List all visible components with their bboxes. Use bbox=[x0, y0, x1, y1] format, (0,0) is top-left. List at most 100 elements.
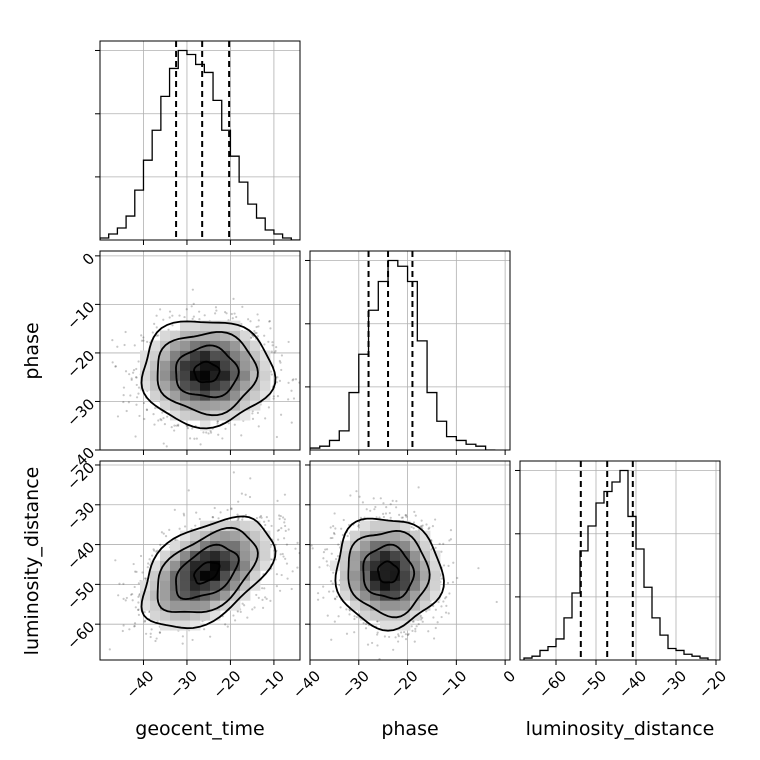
density-cell bbox=[150, 610, 161, 621]
density-cell bbox=[260, 380, 271, 391]
sample-point bbox=[451, 581, 455, 584]
sample-point bbox=[233, 312, 236, 315]
sample-point bbox=[173, 457, 175, 459]
sample-point bbox=[163, 423, 166, 426]
sample-point bbox=[209, 431, 213, 434]
sample-point bbox=[270, 350, 273, 353]
sample-point bbox=[279, 514, 282, 518]
density-cell bbox=[150, 370, 161, 381]
sample-point bbox=[276, 395, 280, 398]
sample-point bbox=[148, 610, 151, 614]
sample-point bbox=[257, 319, 260, 322]
density-cell bbox=[250, 350, 261, 361]
density-cell bbox=[180, 550, 191, 561]
sample-point bbox=[414, 627, 417, 630]
sample-point bbox=[244, 513, 248, 517]
sample-point bbox=[181, 635, 184, 638]
sample-point bbox=[224, 623, 227, 626]
x-tick-label-geocent_time: −30 bbox=[166, 667, 201, 702]
density-cell bbox=[230, 580, 241, 591]
sample-point bbox=[348, 613, 351, 616]
sample-point bbox=[153, 322, 156, 325]
sample-point bbox=[227, 422, 230, 425]
sample-point bbox=[255, 593, 258, 597]
sample-point bbox=[362, 622, 365, 625]
sample-point bbox=[272, 395, 275, 398]
density-cell bbox=[220, 320, 231, 331]
density-cell bbox=[220, 590, 231, 601]
density-geocent_time-luminosity_distance bbox=[100, 461, 300, 660]
sample-point bbox=[425, 523, 428, 526]
density-cell bbox=[170, 340, 181, 351]
sample-point bbox=[199, 443, 202, 446]
sample-point bbox=[410, 525, 413, 529]
sample-point bbox=[237, 500, 240, 503]
sample-point bbox=[170, 426, 173, 429]
sample-point bbox=[142, 401, 146, 405]
sample-point bbox=[249, 320, 252, 323]
panel-frame bbox=[99, 460, 301, 661]
density-cell bbox=[180, 320, 191, 331]
sample-point bbox=[280, 368, 283, 372]
sample-point bbox=[116, 345, 119, 348]
sample-point bbox=[249, 477, 252, 480]
sample-point bbox=[173, 424, 176, 427]
density-cell bbox=[230, 530, 241, 541]
sample-point bbox=[285, 543, 289, 546]
sample-point bbox=[183, 525, 187, 528]
density-cell bbox=[240, 540, 251, 551]
sample-point bbox=[374, 505, 377, 509]
sample-point bbox=[135, 396, 139, 399]
sample-point bbox=[201, 620, 204, 623]
sample-point bbox=[281, 552, 284, 556]
sample-point bbox=[375, 516, 378, 519]
sample-point bbox=[280, 354, 284, 357]
density-cell bbox=[160, 560, 171, 571]
sample-point bbox=[191, 638, 194, 642]
sample-point bbox=[251, 410, 254, 413]
sample-point bbox=[430, 548, 433, 551]
contour-level-2 bbox=[156, 526, 259, 614]
sample-point bbox=[164, 535, 168, 538]
x-tick-label-geocent_time: −10 bbox=[253, 667, 288, 702]
sample-point bbox=[216, 422, 219, 425]
sample-point bbox=[108, 648, 111, 651]
sample-point bbox=[187, 473, 189, 475]
sample-point bbox=[265, 597, 268, 600]
sample-point bbox=[265, 515, 268, 519]
density-cell bbox=[230, 350, 241, 361]
sample-point bbox=[420, 618, 423, 621]
sample-point bbox=[233, 619, 237, 622]
density-cell bbox=[210, 530, 221, 541]
sample-point bbox=[287, 381, 290, 384]
density-cell bbox=[190, 320, 201, 331]
sample-point bbox=[337, 615, 340, 618]
sample-point bbox=[159, 418, 162, 421]
sample-point bbox=[405, 515, 408, 518]
sample-point bbox=[190, 305, 193, 308]
density-cell bbox=[230, 590, 241, 601]
density-cell bbox=[260, 540, 271, 551]
sample-point bbox=[412, 521, 416, 524]
density-cell bbox=[210, 400, 221, 411]
density-cell bbox=[140, 380, 151, 391]
density-cell bbox=[170, 610, 181, 621]
sample-point bbox=[330, 638, 333, 641]
sample-point bbox=[137, 595, 140, 598]
sample-point bbox=[165, 445, 168, 448]
density-cell bbox=[210, 590, 221, 601]
density-cell bbox=[240, 560, 251, 571]
sample-point bbox=[421, 620, 424, 623]
density-cell bbox=[250, 340, 261, 351]
density-cell bbox=[160, 550, 171, 561]
density-cell bbox=[230, 320, 241, 331]
density-cell bbox=[230, 550, 241, 561]
sample-point bbox=[448, 539, 451, 542]
sample-point bbox=[155, 550, 158, 553]
density-cell bbox=[190, 410, 201, 421]
sample-point bbox=[246, 616, 249, 619]
sample-point bbox=[255, 325, 258, 329]
sample-point bbox=[414, 630, 417, 633]
sample-point bbox=[263, 334, 266, 337]
sample-point bbox=[135, 367, 138, 371]
